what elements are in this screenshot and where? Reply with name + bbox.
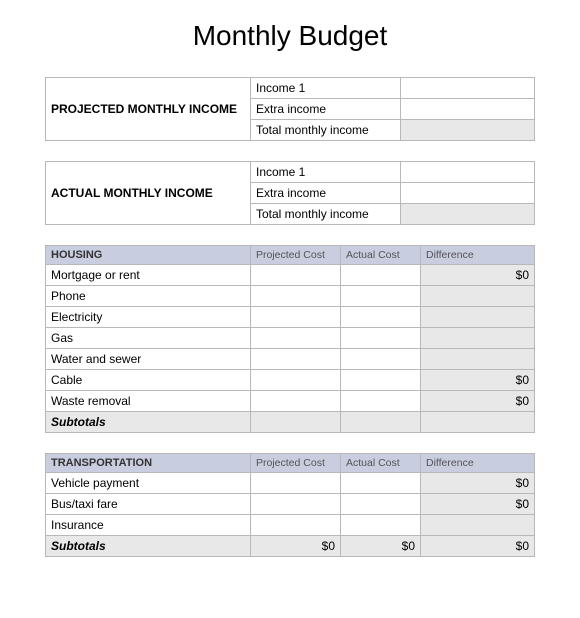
income-table: PROJECTED MONTHLY INCOMEIncome 1Extra in… xyxy=(45,77,535,141)
category-table: HOUSINGProjected CostActual CostDifferen… xyxy=(45,245,535,433)
income-row-label: Income 1 xyxy=(251,78,401,99)
category-name: HOUSING xyxy=(46,246,251,265)
expense-cell[interactable] xyxy=(341,349,421,370)
expense-cell[interactable] xyxy=(251,265,341,286)
expense-cell[interactable] xyxy=(341,391,421,412)
column-header: Projected Cost xyxy=(251,246,341,265)
income-row-label: Total monthly income xyxy=(251,120,401,141)
expense-cell[interactable] xyxy=(341,265,421,286)
expense-item: Cable xyxy=(46,370,251,391)
expense-cell[interactable] xyxy=(251,391,341,412)
expense-cell[interactable]: $0 xyxy=(421,391,535,412)
expense-cell[interactable] xyxy=(341,473,421,494)
income-table: ACTUAL MONTHLY INCOMEIncome 1Extra incom… xyxy=(45,161,535,225)
subtotal-value: $0 xyxy=(421,536,535,557)
expense-cell[interactable] xyxy=(251,286,341,307)
expense-item: Electricity xyxy=(46,307,251,328)
expense-cell[interactable] xyxy=(341,307,421,328)
column-header: Difference xyxy=(421,246,535,265)
expense-cell[interactable] xyxy=(421,286,535,307)
expense-cell[interactable]: $0 xyxy=(421,473,535,494)
expense-cell[interactable] xyxy=(251,515,341,536)
expense-cell[interactable] xyxy=(421,328,535,349)
expense-item: Vehicle payment xyxy=(46,473,251,494)
expense-cell[interactable]: $0 xyxy=(421,265,535,286)
expense-cell[interactable]: $0 xyxy=(421,370,535,391)
subtotal-value xyxy=(341,412,421,433)
column-header: Actual Cost xyxy=(341,454,421,473)
category-name: TRANSPORTATION xyxy=(46,454,251,473)
subtotal-value xyxy=(421,412,535,433)
column-header: Projected Cost xyxy=(251,454,341,473)
expense-cell[interactable] xyxy=(421,307,535,328)
page-title: Monthly Budget xyxy=(45,20,535,52)
expense-item: Bus/taxi fare xyxy=(46,494,251,515)
income-row-label: Extra income xyxy=(251,99,401,120)
income-row-value[interactable] xyxy=(401,183,535,204)
income-section-label: ACTUAL MONTHLY INCOME xyxy=(46,162,251,225)
expense-item: Mortgage or rent xyxy=(46,265,251,286)
income-row-value[interactable] xyxy=(401,120,535,141)
subtotal-label: Subtotals xyxy=(46,412,251,433)
expense-cell[interactable]: $0 xyxy=(421,494,535,515)
subtotal-value xyxy=(251,412,341,433)
expense-item: Waste removal xyxy=(46,391,251,412)
expense-cell[interactable] xyxy=(251,349,341,370)
column-header: Difference xyxy=(421,454,535,473)
income-row-value[interactable] xyxy=(401,204,535,225)
expense-item: Water and sewer xyxy=(46,349,251,370)
income-section-label: PROJECTED MONTHLY INCOME xyxy=(46,78,251,141)
expense-cell[interactable] xyxy=(251,307,341,328)
income-row-value[interactable] xyxy=(401,99,535,120)
expense-cell[interactable] xyxy=(251,494,341,515)
expense-item: Gas xyxy=(46,328,251,349)
expense-item: Phone xyxy=(46,286,251,307)
expense-cell[interactable] xyxy=(341,370,421,391)
expense-cell[interactable] xyxy=(421,515,535,536)
expense-cell[interactable] xyxy=(251,370,341,391)
expense-item: Insurance xyxy=(46,515,251,536)
income-row-label: Income 1 xyxy=(251,162,401,183)
expense-cell[interactable] xyxy=(421,349,535,370)
column-header: Actual Cost xyxy=(341,246,421,265)
category-table: TRANSPORTATIONProjected CostActual CostD… xyxy=(45,453,535,557)
subtotal-label: Subtotals xyxy=(46,536,251,557)
expense-cell[interactable] xyxy=(341,515,421,536)
expense-cell[interactable] xyxy=(341,328,421,349)
income-row-label: Extra income xyxy=(251,183,401,204)
income-row-value[interactable] xyxy=(401,78,535,99)
income-row-value[interactable] xyxy=(401,162,535,183)
subtotal-value: $0 xyxy=(251,536,341,557)
subtotal-value: $0 xyxy=(341,536,421,557)
expense-cell[interactable] xyxy=(251,328,341,349)
expense-cell[interactable] xyxy=(251,473,341,494)
expense-cell[interactable] xyxy=(341,286,421,307)
income-row-label: Total monthly income xyxy=(251,204,401,225)
expense-cell[interactable] xyxy=(341,494,421,515)
